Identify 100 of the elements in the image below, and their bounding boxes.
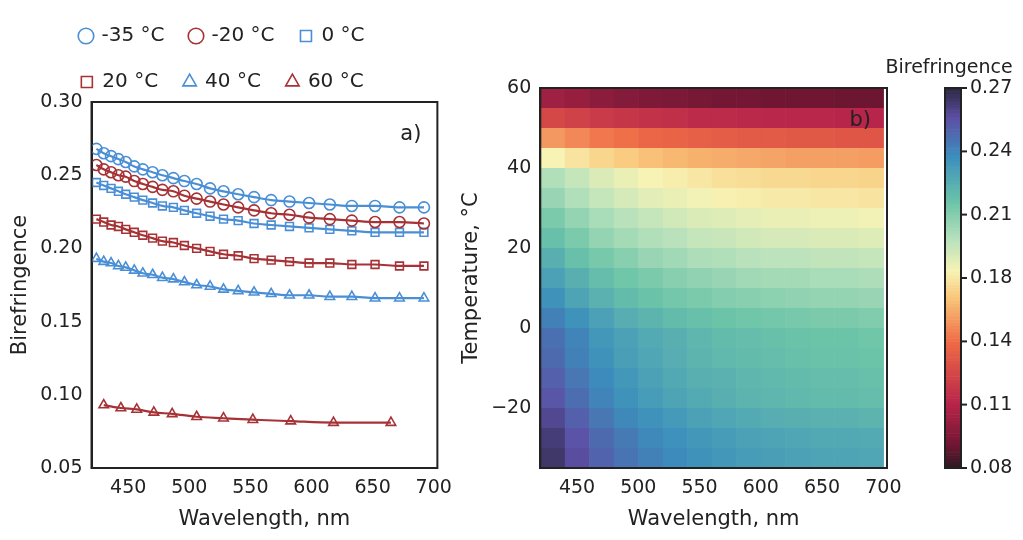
point — [249, 218, 259, 229]
y-tick-label: 0.20 — [40, 235, 83, 258]
point — [394, 227, 405, 237]
point — [146, 165, 159, 179]
point — [191, 243, 202, 254]
point — [157, 236, 168, 246]
point — [121, 189, 131, 199]
point — [283, 288, 296, 299]
point — [136, 163, 150, 176]
point — [385, 416, 397, 427]
point — [247, 204, 261, 217]
point — [148, 406, 160, 416]
point — [91, 252, 102, 263]
point — [147, 233, 158, 243]
point — [138, 230, 148, 240]
point — [417, 201, 431, 214]
point — [104, 149, 118, 163]
point — [91, 142, 103, 156]
x-tick-label: 650 — [803, 475, 841, 498]
point — [136, 177, 150, 191]
point — [167, 272, 179, 283]
y-tick-label: 0.25 — [40, 162, 83, 185]
point — [190, 177, 203, 191]
point — [419, 261, 429, 271]
color-bar-label: 0.18 — [970, 264, 1013, 287]
x-axis-title: Wavelength, nm — [627, 505, 800, 530]
point — [345, 199, 359, 213]
point — [203, 195, 217, 208]
point — [370, 259, 380, 270]
point — [304, 258, 314, 268]
point — [179, 205, 190, 216]
point — [113, 186, 124, 196]
point — [121, 224, 131, 235]
point — [131, 403, 143, 413]
point — [233, 215, 243, 226]
legend-label: 0 °C — [321, 22, 365, 47]
legend-label: 40 °C — [205, 68, 261, 93]
point — [232, 284, 244, 295]
point — [323, 212, 337, 226]
y-tick-label: −20 — [491, 394, 532, 417]
point — [417, 217, 431, 230]
x-tick-label: 500 — [171, 475, 208, 498]
x-tick-label: 600 — [293, 475, 330, 498]
point — [264, 206, 278, 220]
point — [370, 227, 380, 237]
y-axis-title: Birefringence — [7, 214, 32, 356]
point — [97, 163, 111, 176]
x-tick-label: 500 — [620, 475, 657, 498]
point — [147, 198, 158, 208]
y-axis-title: Temperature, °C — [458, 192, 483, 365]
point — [204, 280, 216, 291]
point — [137, 266, 149, 277]
point — [91, 177, 102, 188]
y-tick-label: 60 — [507, 74, 532, 97]
point — [345, 214, 359, 227]
point — [233, 251, 243, 261]
point — [284, 221, 295, 232]
point — [231, 201, 245, 214]
point — [217, 198, 230, 211]
legend-label: -20 °C — [211, 22, 275, 47]
legend-label: -35 °C — [101, 22, 165, 47]
y-tick-label: 0.05 — [40, 454, 83, 477]
point — [418, 291, 430, 302]
point — [393, 201, 406, 214]
point — [304, 223, 314, 233]
point — [248, 286, 260, 296]
color-bar-label: 0.24 — [970, 138, 1013, 161]
point — [265, 287, 277, 298]
point — [284, 256, 295, 267]
y-tick-label: 20 — [507, 234, 532, 257]
color-bar-label: 0.08 — [970, 454, 1013, 477]
point — [419, 227, 429, 237]
point — [231, 187, 245, 201]
point — [127, 174, 141, 188]
point — [105, 256, 117, 267]
point — [266, 255, 276, 265]
point — [147, 268, 159, 279]
point — [247, 190, 261, 204]
point — [112, 152, 125, 166]
point — [218, 214, 229, 224]
legend-label: 60 °C — [307, 68, 364, 93]
point — [327, 416, 340, 427]
point — [283, 195, 296, 208]
point — [266, 220, 276, 230]
x-tick-label: 700 — [865, 475, 902, 498]
point — [218, 249, 229, 259]
point — [156, 183, 169, 197]
legend-label: 20 °C — [102, 68, 159, 93]
point — [106, 183, 116, 194]
point — [217, 185, 230, 198]
point — [347, 259, 357, 270]
point — [191, 278, 203, 289]
point — [302, 196, 316, 210]
x-tick-label: 450 — [110, 475, 147, 498]
point — [302, 211, 316, 224]
point — [264, 193, 278, 207]
point — [191, 208, 202, 218]
point — [303, 288, 315, 299]
point — [190, 192, 203, 205]
point — [203, 182, 217, 195]
